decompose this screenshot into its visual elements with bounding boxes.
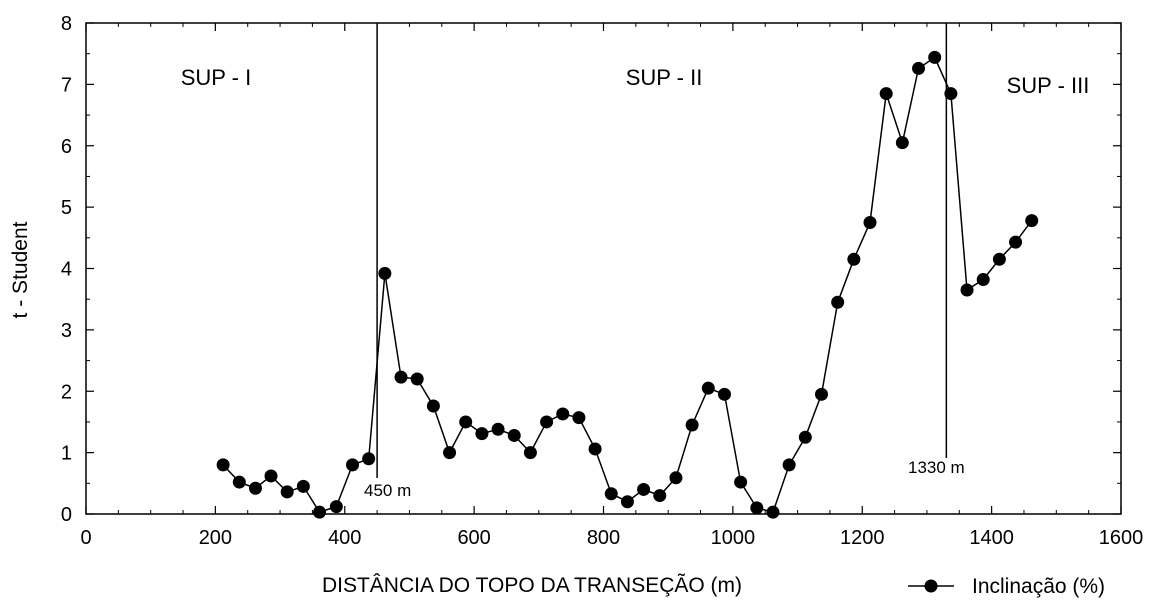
x-tick-label: 800 — [587, 527, 620, 549]
data-point — [540, 415, 554, 429]
y-tick-label: 3 — [61, 320, 72, 342]
data-point — [378, 266, 392, 280]
data-point — [928, 50, 942, 64]
data-point — [798, 430, 812, 444]
data-point — [248, 481, 262, 495]
data-point — [960, 283, 974, 297]
x-tick-label: 400 — [328, 527, 361, 549]
data-point — [895, 136, 909, 150]
data-point — [459, 415, 473, 429]
data-point — [992, 252, 1006, 266]
x-tick-label: 600 — [457, 527, 490, 549]
data-point — [507, 428, 521, 442]
legend-label: Inclinação (%) — [972, 575, 1105, 598]
x-tick-label: 1000 — [711, 527, 756, 549]
legend-marker-swatch — [924, 579, 938, 593]
data-point — [572, 411, 586, 425]
y-tick-label: 2 — [61, 381, 72, 403]
data-point — [863, 215, 877, 229]
data-point — [766, 505, 780, 519]
series-line — [222, 56, 1033, 514]
data-point — [410, 372, 424, 386]
data-point — [426, 399, 440, 413]
y-tick-label: 5 — [61, 197, 72, 219]
y-tick-label: 4 — [61, 259, 72, 281]
x-tick-label: 0 — [80, 527, 91, 549]
data-point — [944, 87, 958, 101]
data-point — [232, 475, 246, 489]
data-point — [604, 487, 618, 501]
data-point — [362, 452, 376, 466]
data-point — [750, 501, 764, 515]
data-point — [976, 273, 990, 287]
data-point — [847, 252, 861, 266]
data-point — [701, 381, 715, 395]
region-label-sup-iii: SUP - III — [1007, 73, 1090, 98]
x-axis-title: DISTÂNCIA DO TOPO DA TRANSEÇÃO (m) — [322, 573, 742, 597]
data-point — [831, 295, 845, 309]
data-point — [394, 370, 408, 384]
legend: Inclinação (%) — [908, 575, 1105, 598]
data-point — [717, 387, 731, 401]
data-point — [653, 489, 667, 503]
data-point — [329, 500, 343, 514]
y-tick-label: 0 — [61, 504, 72, 526]
data-point — [620, 495, 634, 509]
data-point — [475, 427, 489, 441]
region-label-sup-i: SUP - I — [181, 65, 252, 90]
data-point — [814, 387, 828, 401]
data-point — [556, 407, 570, 421]
data-point — [346, 458, 360, 472]
y-tick-label: 7 — [61, 74, 72, 96]
data-point — [296, 479, 310, 493]
x-tick-label: 1600 — [1099, 527, 1144, 549]
divider-label-450: 450 m — [364, 481, 411, 500]
data-point — [782, 458, 796, 472]
data-point — [879, 87, 893, 101]
data-point — [669, 471, 683, 485]
data-point — [264, 469, 278, 483]
data-point — [1025, 214, 1039, 228]
y-tick-label: 8 — [61, 13, 72, 35]
data-point — [912, 61, 926, 75]
data-point — [216, 458, 230, 472]
y-axis-title: t - Student — [9, 221, 32, 318]
x-tick-label: 1400 — [969, 527, 1014, 549]
data-point — [685, 418, 699, 432]
data-point — [491, 422, 505, 436]
data-point — [443, 446, 457, 460]
data-point — [313, 505, 327, 519]
divider-label-1330: 1330 m — [908, 458, 965, 477]
data-point — [734, 475, 748, 489]
data-point — [588, 442, 602, 456]
y-tick-label: 6 — [61, 136, 72, 158]
y-tick-label: 1 — [61, 443, 72, 465]
region-label-sup-ii: SUP - II — [626, 65, 703, 90]
data-point — [280, 485, 294, 499]
x-tick-label: 1200 — [840, 527, 885, 549]
data-point — [637, 482, 651, 496]
data-point — [523, 446, 537, 460]
data-point — [1009, 235, 1023, 249]
x-tick-label: 200 — [199, 527, 232, 549]
